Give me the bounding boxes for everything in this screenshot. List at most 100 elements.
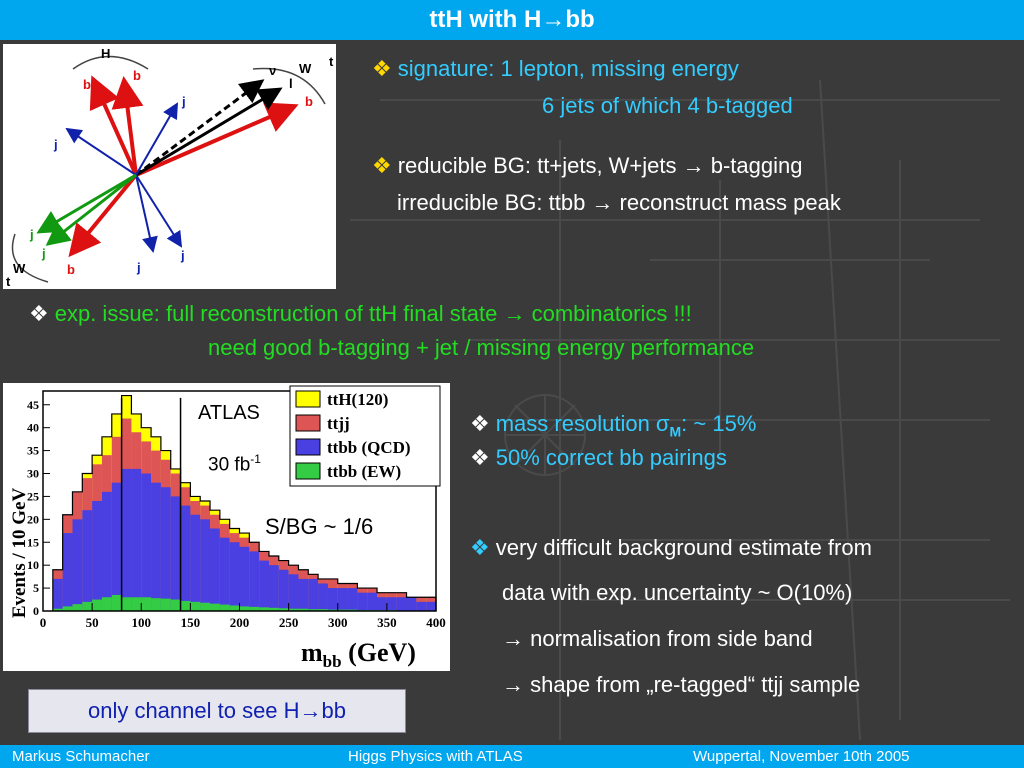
arrow-j-5 xyxy=(36,173,137,234)
bar-ttbb-ew xyxy=(170,599,181,611)
arrow-b-3 xyxy=(135,102,299,177)
bar-ttbb-qcd- xyxy=(288,574,299,611)
arrow-j-3 xyxy=(135,174,183,248)
bar-ttbb-ew xyxy=(268,607,279,611)
bar-ttbb-qcd- xyxy=(101,491,112,611)
irreducible-bg-line: irreducible BG: ttbb → reconstruct mass … xyxy=(397,190,841,215)
label-lepton: l xyxy=(289,76,293,91)
bar-ttbb-ew xyxy=(210,603,220,611)
only-channel-callout: only channel to see H→bb xyxy=(28,689,406,733)
bar-ttbb-ew xyxy=(200,602,211,611)
bullet-icon: ❖ xyxy=(372,153,392,178)
bar-ttbb-ew xyxy=(229,605,240,611)
background-texture xyxy=(350,79,1010,741)
bar-ttbb-ew xyxy=(101,597,112,611)
bar-ttbb-ew xyxy=(190,601,201,611)
bar-ttbb-ew xyxy=(92,599,102,611)
signal-background-ratio: S/BG ~ 1/6 xyxy=(265,514,374,539)
bar-ttbb-ew xyxy=(72,604,83,611)
bar-ttbb-ew xyxy=(288,608,299,611)
event-diagram: H t t W W ν l b b b b j j j j j j xyxy=(3,44,336,289)
bar-ttbb-qcd- xyxy=(180,505,191,611)
legend-entry: ttH(120) xyxy=(327,390,388,409)
y-tick-label: 25 xyxy=(27,489,39,503)
label-j-4: j xyxy=(136,260,141,275)
legend-swatch xyxy=(295,462,321,480)
label-t-bottom: t xyxy=(6,274,11,289)
exp-issue-line-1: ❖ exp. issue: full reconstruction of ttH … xyxy=(29,301,692,326)
y-tick-label: 15 xyxy=(27,535,39,549)
label-b-3: b xyxy=(305,94,313,109)
x-tick-label: 0 xyxy=(40,615,47,630)
bar-ttbb-qcd- xyxy=(200,519,211,611)
bar-ttbb-ew xyxy=(111,594,122,611)
x-tick-label: 200 xyxy=(230,615,250,630)
legend-swatch xyxy=(295,438,321,456)
bar-ttbb-qcd- xyxy=(121,468,132,611)
bar-ttbb-ew xyxy=(52,608,63,611)
label-j-2: j xyxy=(53,137,58,152)
bullet-icon: ❖ xyxy=(470,445,490,470)
bar-ttbb-qcd- xyxy=(210,528,220,611)
bar-ttbb-qcd- xyxy=(151,482,161,611)
arrow-j-1 xyxy=(135,102,179,176)
x-tick-label: 400 xyxy=(426,615,446,630)
bar-ttbb-qcd- xyxy=(239,546,250,611)
label-H: H xyxy=(101,46,110,61)
x-tick-label: 50 xyxy=(86,615,99,630)
bar-ttbb-qcd- xyxy=(357,592,368,611)
bullet-icon: ❖ xyxy=(29,301,49,326)
legend-swatch xyxy=(295,414,321,432)
bar-ttbb-qcd- xyxy=(396,597,407,611)
label-t-top: t xyxy=(329,54,334,69)
bar-ttbb-ew xyxy=(239,606,250,611)
footer-author: Markus Schumacher xyxy=(12,748,150,765)
label-W-bottom: W xyxy=(13,261,26,276)
bar-ttbb-ew xyxy=(259,607,269,611)
y-tick-label: 5 xyxy=(33,581,39,595)
bg-estimate-line-1: ❖ very difficult background estimate from xyxy=(470,535,872,560)
legend-entry: ttjj xyxy=(327,414,350,433)
label-j-3: j xyxy=(180,248,185,263)
bg-estimate-line-4: → shape from „re-tagged“ ttjj sample xyxy=(502,672,861,697)
stack-outline xyxy=(52,394,437,611)
arrow-b-2 xyxy=(111,76,144,176)
bar-ttbb-qcd- xyxy=(367,592,378,611)
x-tick-label: 150 xyxy=(181,615,201,630)
bar-ttbb-qcd- xyxy=(160,487,171,611)
bar-ttbb-qcd- xyxy=(347,588,358,611)
legend-entry: ttbb (QCD) xyxy=(327,438,411,457)
signature-line-1: ❖ signature: 1 lepton, missing energy xyxy=(372,56,739,81)
bar-ttbb-ew xyxy=(308,609,319,611)
bb-pairings-line: ❖ 50% correct bb pairings xyxy=(470,445,727,470)
bar-ttbb-qcd- xyxy=(268,565,279,611)
bullet-icon: ❖ xyxy=(470,411,490,436)
footer-talk-title: Higgs Physics with ATLAS xyxy=(348,748,523,765)
bar-ttbb-qcd- xyxy=(259,560,269,611)
x-tick-label: 100 xyxy=(132,615,152,630)
bar-ttbb-qcd- xyxy=(92,501,102,611)
bar-ttbb-ew xyxy=(249,606,260,611)
bar-ttbb-qcd- xyxy=(190,514,201,611)
bar-ttbb-ew xyxy=(82,601,93,611)
bar-ttbb-ew xyxy=(151,598,161,611)
bar-ttbb-qcd- xyxy=(386,597,397,611)
atlas-label: ATLAS xyxy=(198,402,260,424)
bg-estimate-line-2: data with exp. uncertainty ~ O(10%) xyxy=(502,580,853,605)
arrow-j-6 xyxy=(45,173,137,246)
reducible-bg-line: ❖ reducible BG: tt+jets, W+jets → b-taggi… xyxy=(372,153,803,178)
label-b-1: b xyxy=(83,77,91,92)
luminosity-label: 30 fb-1 xyxy=(208,452,261,476)
signature-line-2: 6 jets of which 4 b-tagged xyxy=(542,93,793,118)
legend-entry: ttbb (EW) xyxy=(327,462,401,481)
y-axis-label: Events / 10 GeV xyxy=(9,488,30,619)
bar-ttbb-ew xyxy=(298,608,309,611)
bar-ttbb-qcd- xyxy=(72,519,83,611)
y-tick-label: 10 xyxy=(27,558,39,572)
bar-ttbb-qcd- xyxy=(327,588,338,611)
label-j-5: j xyxy=(29,227,34,242)
legend-swatch xyxy=(295,390,321,408)
x-tick-label: 350 xyxy=(377,615,397,630)
label-b-4: b xyxy=(67,262,75,277)
bar-ttbb-qcd- xyxy=(229,542,240,611)
